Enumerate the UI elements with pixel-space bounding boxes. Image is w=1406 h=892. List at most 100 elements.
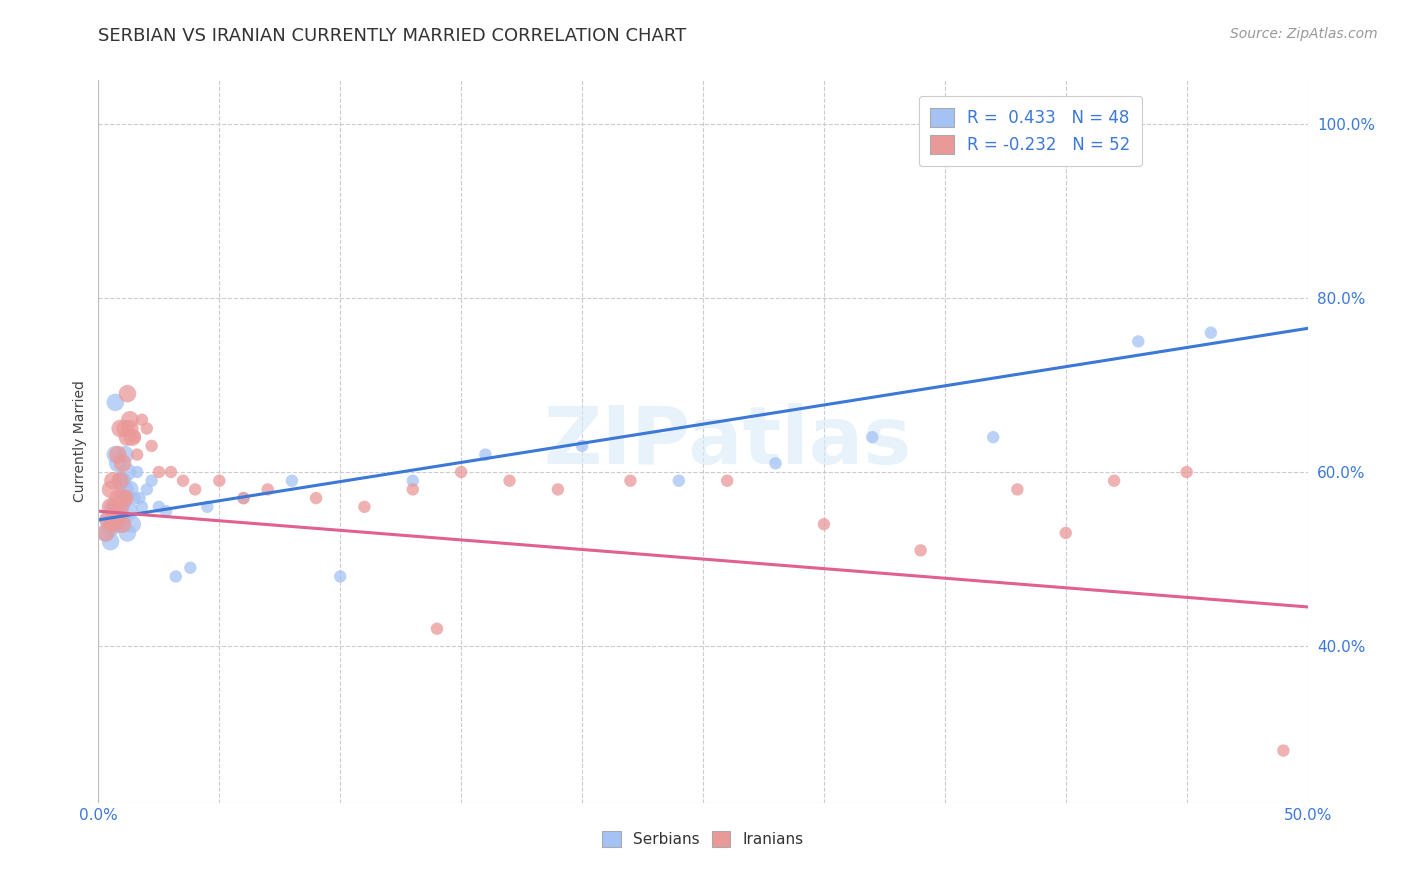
Point	[619, 474, 641, 488]
Point	[114, 491, 136, 505]
Point	[208, 474, 231, 488]
Point	[107, 491, 129, 505]
Point	[1102, 474, 1125, 488]
Point	[101, 500, 124, 514]
Point	[668, 474, 690, 488]
Point	[353, 500, 375, 514]
Point	[547, 483, 569, 497]
Point	[127, 465, 149, 479]
Point	[1054, 525, 1077, 540]
Point	[498, 474, 520, 488]
Point	[118, 483, 141, 497]
Point	[127, 448, 149, 462]
Text: Source: ZipAtlas.com: Source: ZipAtlas.com	[1230, 27, 1378, 41]
Point	[148, 500, 170, 514]
Point	[402, 474, 425, 488]
Point	[124, 491, 146, 505]
Point	[94, 525, 117, 540]
Point	[172, 474, 194, 488]
Point	[107, 456, 129, 470]
Point	[111, 517, 134, 532]
Point	[716, 474, 738, 488]
Point	[100, 500, 122, 514]
Point	[141, 439, 163, 453]
Point	[128, 491, 150, 505]
Y-axis label: Currently Married: Currently Married	[73, 381, 87, 502]
Point	[111, 513, 134, 527]
Point	[232, 491, 254, 505]
Point	[118, 413, 141, 427]
Point	[1175, 465, 1198, 479]
Point	[108, 474, 131, 488]
Point	[117, 525, 139, 540]
Point	[165, 569, 187, 583]
Point	[305, 491, 328, 505]
Point	[121, 430, 143, 444]
Point	[402, 483, 425, 497]
Point	[97, 513, 120, 527]
Point	[179, 561, 201, 575]
Point	[124, 430, 146, 444]
Point	[160, 465, 183, 479]
Point	[232, 491, 254, 505]
Point	[101, 513, 124, 527]
Point	[765, 456, 787, 470]
Point	[329, 569, 352, 583]
Point	[117, 465, 139, 479]
Point	[813, 517, 835, 532]
Point	[1199, 326, 1222, 340]
Point	[135, 483, 157, 497]
Legend: Serbians, Iranians: Serbians, Iranians	[596, 825, 810, 853]
Point	[571, 439, 593, 453]
Point	[981, 430, 1004, 444]
Point	[104, 508, 127, 523]
Point	[104, 448, 127, 462]
Point	[155, 504, 177, 518]
Point	[111, 456, 134, 470]
Point	[114, 448, 136, 462]
Point	[135, 421, 157, 435]
Point	[131, 413, 153, 427]
Point	[141, 474, 163, 488]
Point	[450, 465, 472, 479]
Point	[107, 508, 129, 523]
Point	[118, 421, 141, 435]
Point	[108, 517, 131, 532]
Point	[107, 500, 129, 514]
Point	[111, 495, 134, 509]
Point	[100, 534, 122, 549]
Point	[104, 500, 127, 514]
Text: ZIPatlas: ZIPatlas	[543, 402, 911, 481]
Point	[256, 483, 278, 497]
Point	[108, 421, 131, 435]
Point	[195, 500, 218, 514]
Point	[101, 517, 124, 532]
Point	[148, 465, 170, 479]
Point	[111, 474, 134, 488]
Point	[104, 517, 127, 532]
Point	[118, 504, 141, 518]
Point	[860, 430, 883, 444]
Point	[474, 448, 496, 462]
Point	[94, 525, 117, 540]
Point	[108, 500, 131, 514]
Point	[121, 517, 143, 532]
Point	[114, 421, 136, 435]
Point	[108, 474, 131, 488]
Point	[281, 474, 304, 488]
Point	[184, 483, 207, 497]
Point	[97, 513, 120, 527]
Point	[910, 543, 932, 558]
Point	[107, 448, 129, 462]
Point	[1128, 334, 1150, 349]
Point	[111, 491, 134, 505]
Point	[1007, 483, 1029, 497]
Text: SERBIAN VS IRANIAN CURRENTLY MARRIED CORRELATION CHART: SERBIAN VS IRANIAN CURRENTLY MARRIED COR…	[98, 27, 686, 45]
Point	[131, 500, 153, 514]
Point	[107, 513, 129, 527]
Point	[114, 483, 136, 497]
Point	[426, 622, 449, 636]
Point	[108, 504, 131, 518]
Point	[101, 474, 124, 488]
Point	[117, 386, 139, 401]
